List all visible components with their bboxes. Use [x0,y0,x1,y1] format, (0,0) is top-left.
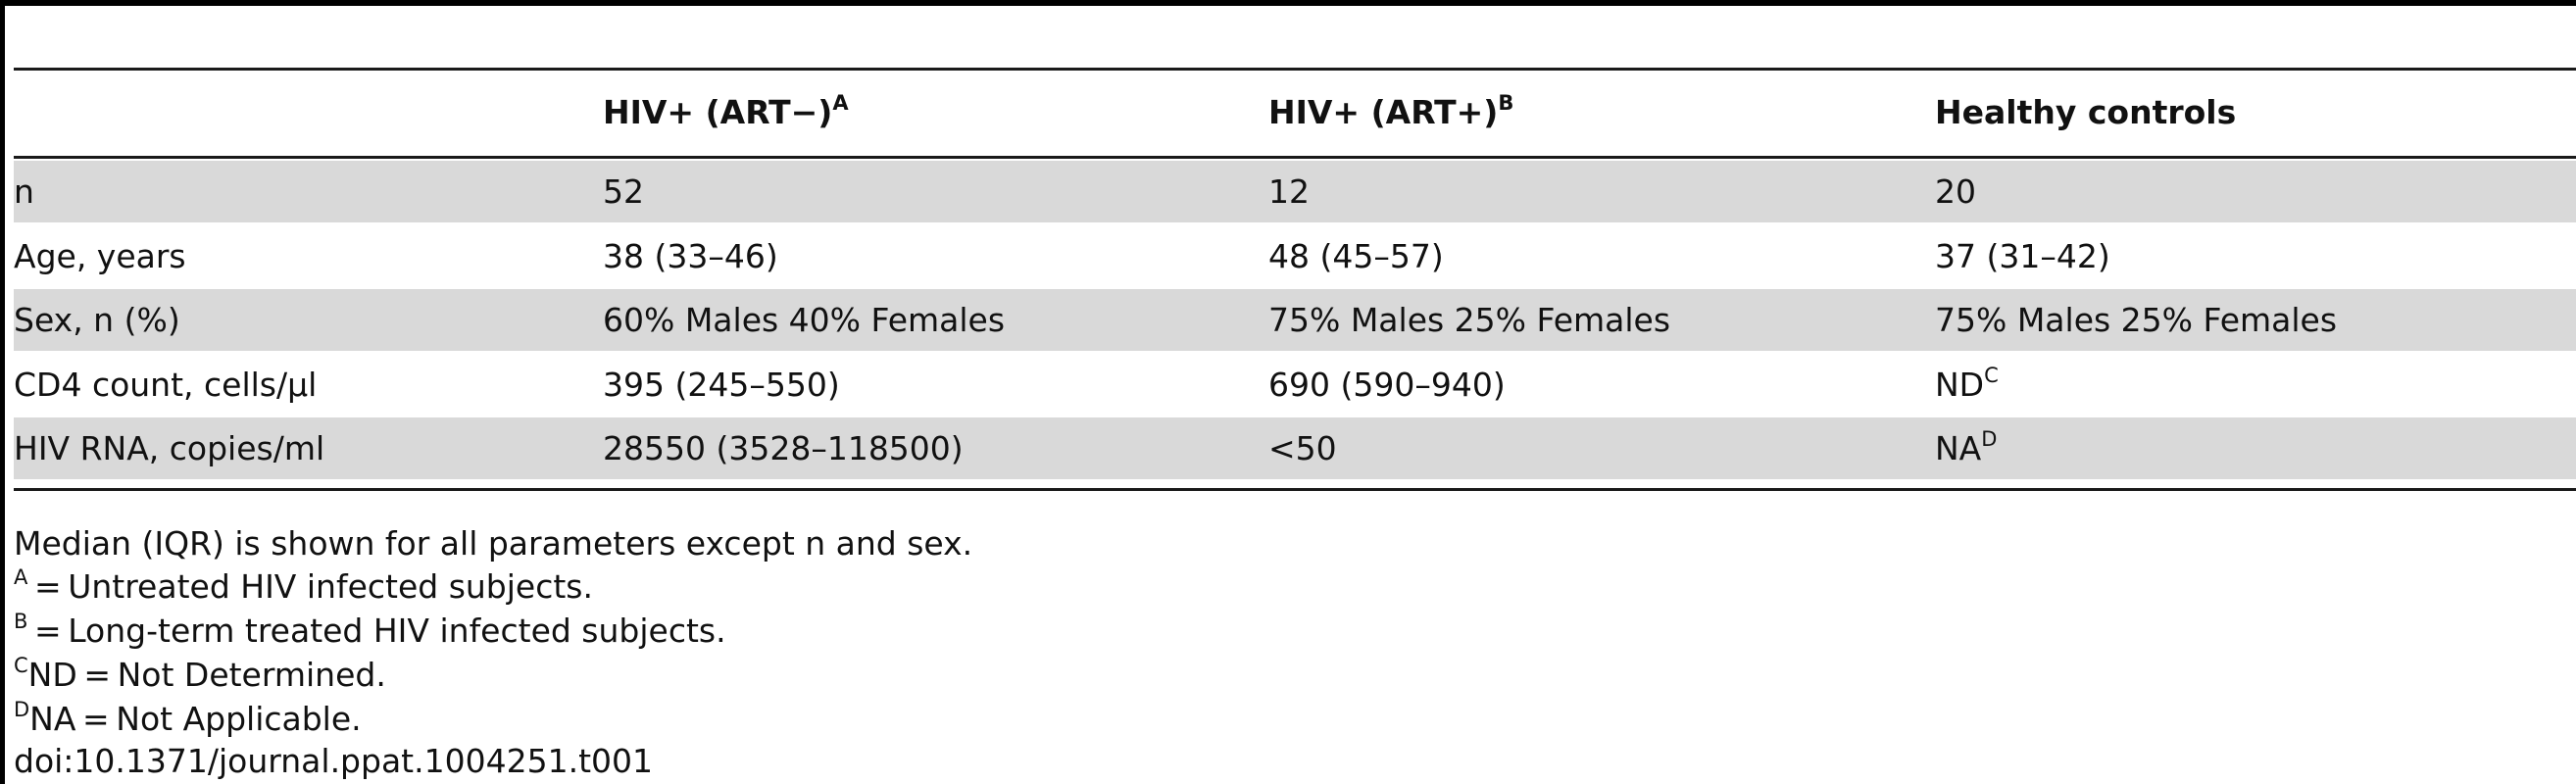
footnote-mark-b: B [1498,91,1514,115]
cell-controls: NDC [1935,366,1999,405]
footnote-c-mark: C [14,654,28,677]
footnote-mark-a: A [832,91,849,115]
row-label: Sex, n (%) [14,301,180,339]
cell-art-positive: 75% Males 25% Females [1268,301,1671,339]
footnote-b-mark: B [14,610,28,633]
header-art-positive-label: HIV+ (ART+) [1268,93,1499,131]
header-art-positive: HIV+ (ART+)B [1268,93,1513,132]
footnote-a-mark: A [14,565,28,589]
cell-controls: 75% Males 25% Females [1935,301,2338,339]
cell-art-negative: 395 (245–550) [603,366,840,404]
top-rule [0,0,2576,6]
footnote-d: DNA = Not Applicable. [14,700,362,739]
footnote-c: CND = Not Determined. [14,656,386,695]
cell-art-positive: <50 [1268,429,1337,467]
doi-text: doi:10.1371/journal.ppat.1004251.t001 [14,742,653,780]
cell-art-positive: 12 [1268,172,1310,211]
row-band-n [14,161,2576,222]
row-label: n [14,172,34,211]
row-label: CD4 count, cells/µl [14,366,318,404]
cell-controls: 37 (31–42) [1935,237,2110,275]
row-band-hiv-rna [14,417,2576,479]
cell-controls-value: ND [1935,366,1985,404]
footnote-d-mark: D [14,698,30,721]
cell-art-positive: 690 (590–940) [1268,366,1506,404]
footnote-b-text: = Long-term treated HIV infected subject… [27,612,726,650]
cell-art-negative: 38 (33–46) [603,237,778,275]
footnote-median: Median (IQR) is shown for all parameters… [14,524,973,563]
row-band-sex [14,289,2576,351]
cell-controls-value: NA [1935,429,1982,467]
footnote-mark-c: C [1984,364,1999,387]
header-art-negative-label: HIV+ (ART−) [603,93,833,131]
footnote-d-text: NA = Not Applicable. [29,700,362,738]
footnote-mark-d: D [1981,427,1998,451]
cell-art-negative: 52 [603,172,644,211]
footnote-a-text: = Untreated HIV infected subjects. [27,567,593,606]
left-border [0,0,5,784]
cell-controls: 20 [1935,172,1976,211]
table-bottom-rule [14,488,2576,491]
cell-art-negative: 28550 (3528–118500) [603,429,964,467]
cell-controls: NAD [1935,429,1997,468]
footnote-b: B = Long-term treated HIV infected subje… [14,612,726,651]
footnote-c-text: ND = Not Determined. [27,656,386,694]
cell-art-negative: 60% Males 40% Females [603,301,1006,339]
footnote-a: A = Untreated HIV infected subjects. [14,567,593,607]
header-bottom-rule [14,156,2576,159]
row-label: Age, years [14,237,186,275]
header-art-negative: HIV+ (ART−)A [603,93,849,132]
header-healthy-controls: Healthy controls [1935,93,2237,131]
row-label: HIV RNA, copies/ml [14,429,325,467]
header-top-rule [14,68,2576,71]
cell-art-positive: 48 (45–57) [1268,237,1444,275]
